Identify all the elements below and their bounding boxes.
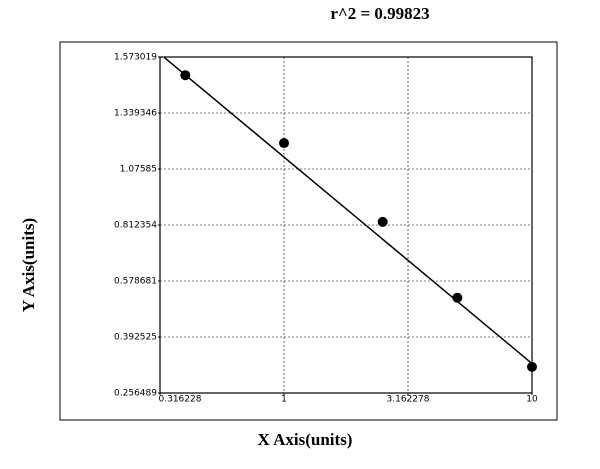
chart-title: r^2 = 0.99823	[330, 4, 429, 23]
y-tick-label: 0.392525	[114, 333, 157, 343]
x-tick-label: 1	[281, 395, 287, 405]
y-tick-label: 1.07585	[120, 165, 157, 175]
data-point	[527, 361, 537, 372]
x-tick-label: 0.316228	[159, 395, 202, 405]
y-axis-label: Y Axis(units)	[19, 218, 38, 312]
data-point	[377, 216, 388, 227]
x-tick-label: 3.162278	[387, 395, 430, 405]
y-tick-label: 0.812354	[114, 221, 157, 231]
x-axis-label: X Axis(units)	[258, 430, 353, 449]
fit-line	[164, 57, 533, 365]
y-tick-label: 0.578681	[114, 277, 157, 287]
outer-frame	[59, 41, 558, 421]
y-tick-label: 1.573019	[114, 53, 157, 63]
y-tick-label: 0.256489	[114, 389, 157, 399]
y-tick-label: 1.339346	[114, 109, 157, 119]
data-point	[180, 70, 191, 81]
data-point	[452, 292, 463, 303]
x-tick-label: 10	[526, 395, 538, 405]
data-point	[278, 138, 289, 149]
